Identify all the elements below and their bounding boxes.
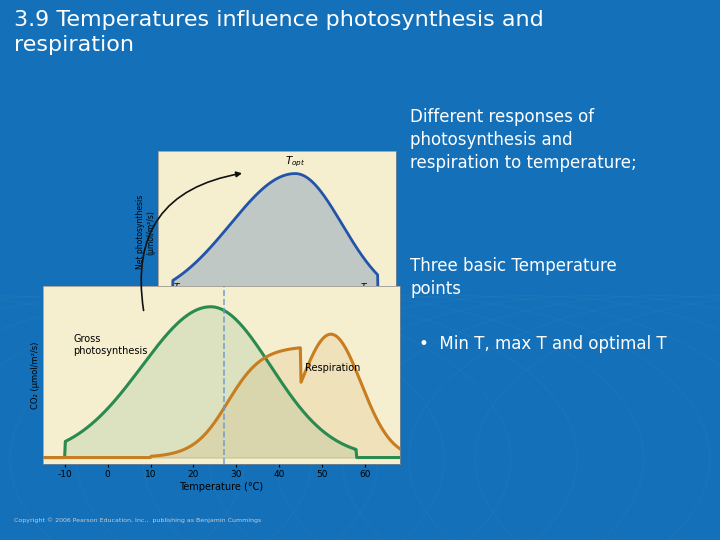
- Y-axis label: CO₂ (µmol/m²/s): CO₂ (µmol/m²/s): [32, 342, 40, 409]
- X-axis label: Temperature (°C): Temperature (°C): [238, 330, 316, 340]
- Text: $\mathit{T}_{max}$: $\mathit{T}_{max}$: [360, 281, 382, 294]
- Text: $\mathit{T}_{opt}$: $\mathit{T}_{opt}$: [285, 155, 305, 170]
- Text: 3.9 Temperatures influence photosynthesis and
respiration: 3.9 Temperatures influence photosynthesi…: [14, 10, 544, 55]
- Text: $\mathit{T}_{min}$: $\mathit{T}_{min}$: [173, 281, 192, 294]
- Text: Gross
photosynthesis: Gross photosynthesis: [73, 334, 148, 356]
- Text: Three basic Temperature
points: Three basic Temperature points: [410, 257, 617, 298]
- Text: Respiration: Respiration: [305, 363, 361, 373]
- Text: Copyright © 2006 Pearson Education, Inc.,  publishing as Benjamin Cummings: Copyright © 2006 Pearson Education, Inc.…: [14, 517, 261, 523]
- Text: •  Min T, max T and optimal T: • Min T, max T and optimal T: [419, 335, 667, 353]
- Text: Different responses of
photosynthesis and
respiration to temperature;: Different responses of photosynthesis an…: [410, 108, 637, 172]
- Y-axis label: Net photosynthesis
(µmol/m²/s): Net photosynthesis (µmol/m²/s): [136, 195, 156, 269]
- X-axis label: Temperature (°C): Temperature (°C): [179, 482, 264, 492]
